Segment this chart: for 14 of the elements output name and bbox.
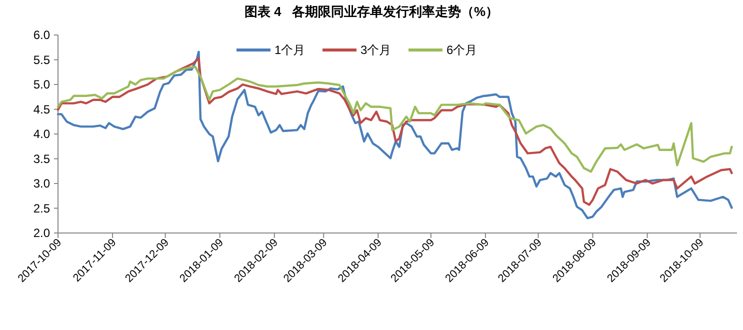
legend-label: 3个月	[360, 43, 392, 58]
y-tick-label: 2.5	[33, 201, 50, 216]
legend-label: 1个月	[274, 43, 306, 58]
y-tick-label: 4.5	[33, 102, 50, 116]
y-tick-label: 2.0	[33, 226, 50, 240]
y-tick-label: 4.0	[33, 127, 50, 142]
legend-label: 6个月	[446, 43, 478, 58]
chart-title: 图表 4 各期限同业存单发行利率走势（%）	[244, 4, 499, 19]
y-tick-label: 5.0	[33, 78, 50, 92]
y-tick-label: 3.0	[33, 176, 50, 191]
y-tick-label: 3.5	[33, 152, 50, 166]
y-tick-label: 6.0	[33, 28, 50, 42]
y-tick-label: 5.5	[33, 52, 50, 67]
line-series	[56, 66, 733, 173]
